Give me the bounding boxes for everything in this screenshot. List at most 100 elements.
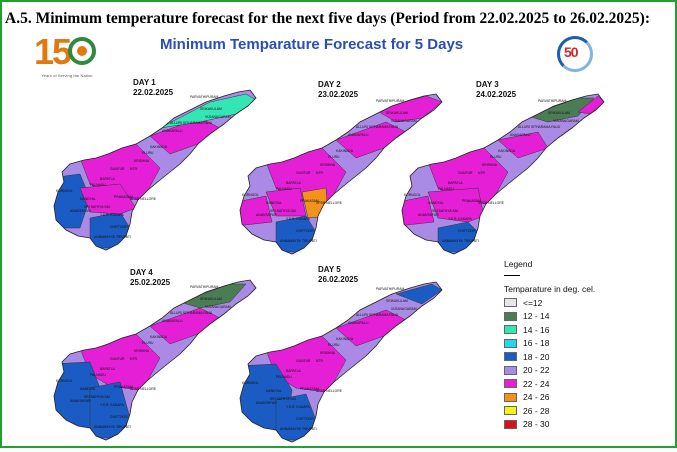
district-label: BAPATLA [286, 369, 301, 373]
district-label: Y.S.R. KADAPA [100, 213, 125, 217]
legend-label: 12 - 14 [523, 311, 550, 322]
globe-icon [68, 37, 96, 65]
legend: Legend Temparature in deg. cel. <=12 12 -… [504, 259, 624, 431]
section-heading: A.5. Minimum temperature forecast for th… [5, 10, 650, 27]
district-label: ELURU [328, 155, 340, 159]
district-label: KAKINADA [498, 149, 516, 153]
day-1-label: DAY 1 22.02.2025 [133, 78, 174, 97]
legend-item: 18 - 20 [504, 350, 624, 364]
district-label: Y.S.R. KADAPA [286, 217, 311, 221]
legend-label: 24 - 26 [523, 392, 550, 403]
district-label: GUNTUR [458, 171, 473, 175]
district-label: KRISHNA [482, 163, 498, 167]
day-4-label: DAY 4 25.02.2025 [130, 268, 171, 287]
district-label: KAKINADA [336, 149, 354, 153]
district-label: KURNOOL [404, 193, 421, 197]
district-label: Y.S.R. KADAPA [286, 405, 311, 409]
logo-150-caption: Years of Serving the Nation [41, 73, 93, 78]
district-label: KRISHNA [134, 159, 150, 163]
district-label: SRI SATHYA SAI [84, 205, 110, 209]
legend-item: <=12 [504, 296, 624, 310]
district-label: TIRUPATI [302, 427, 317, 431]
district-label: SPSR NELLORE [316, 201, 343, 205]
district-label: SPSR NELLORE [130, 197, 157, 201]
legend-swatch [504, 419, 517, 429]
district-label: KAKINADA [150, 145, 168, 149]
district-label: ALLURI SITHARAMA RAJU [170, 311, 213, 315]
district-label: SPSR NELLORE [316, 389, 343, 393]
district-label: TIRUPATI [302, 239, 317, 243]
district-label: ANANTAPUR [256, 401, 277, 405]
legend-rule [504, 275, 520, 276]
district-label: NANDYAL [80, 197, 96, 201]
district-label: ANAKAPALLI [348, 133, 369, 137]
district-label: CHITTOOR [110, 415, 128, 419]
district-label: SRI SATHYA SAI [270, 209, 296, 213]
district-label: PARVATHIPURAM [190, 285, 219, 289]
district-label: BAPATLA [286, 181, 301, 185]
district-label: PARVATHIPURAM [538, 99, 567, 103]
district-label: ANANTAPUR [70, 399, 91, 403]
district-label: PALNADU [276, 187, 292, 191]
district-label: PRAKASAM [300, 387, 319, 391]
district-label: SRI SATHYA SAI [270, 397, 296, 401]
district-label: VIZIANAGARAM [205, 305, 231, 309]
district-label: PALNADU [90, 183, 106, 187]
legend-item: 26 - 28 [504, 404, 624, 418]
district-label: KURNOOL [56, 189, 73, 193]
legend-item: 14 - 16 [504, 323, 624, 337]
legend-label: 28 - 30 [523, 419, 550, 430]
district-label: VIZIANAGARAM [391, 119, 417, 123]
district-label: NTR [316, 171, 324, 175]
legend-swatch [504, 338, 517, 348]
legend-swatch [504, 311, 517, 321]
district-label: PALNADU [276, 375, 292, 379]
day-2-label: DAY 2 23.02.2025 [318, 80, 359, 99]
district-label: PRAKASAM [462, 199, 481, 203]
district-label: ANNAMAYYA [94, 425, 116, 429]
district-label: PALNADU [90, 373, 106, 377]
map-day-4: PARVATHIPURAM SRIKAKULAM VIZIANAGARAM ALLUR… [53, 279, 257, 441]
district-label: TIRUPATI [464, 239, 479, 243]
legend-title: Legend [504, 259, 533, 269]
district-label: KURNOOL [56, 379, 73, 383]
legend-swatch [504, 298, 517, 308]
district-label: NTR [478, 171, 486, 175]
legend-item: 20 - 22 [504, 364, 624, 378]
anniversary-50-logo: 50 [557, 36, 593, 72]
district-label: VIZIANAGARAM [391, 307, 417, 311]
district-label: ALLURI SITHARAMA RAJU [356, 125, 399, 129]
district-label: ANNAMAYYA [280, 239, 302, 243]
district-label: ANANTAPUR [256, 213, 277, 217]
legend-label: 14 - 16 [523, 324, 550, 335]
district-label: BAPATLA [448, 181, 463, 185]
legend-swatch [504, 406, 517, 416]
legend-label: <=12 [523, 297, 543, 308]
district-label: GUNTUR [110, 357, 125, 361]
district-label: SRI SATHYA SAI [84, 395, 110, 399]
district-label: PRAKASAM [114, 195, 133, 199]
district-label: ELURU [142, 341, 154, 345]
district-label: SRIKAKULAM [200, 297, 222, 301]
district-label: CHITTOOR [296, 229, 314, 233]
district-label: ELURU [490, 155, 502, 159]
district-label: Y.S.R. KADAPA [100, 403, 125, 407]
legend-swatch [504, 325, 517, 335]
legend-swatch [504, 392, 517, 402]
district-label: ALLURI SITHARAMA RAJU [356, 313, 399, 317]
map-day-5: PARVATHIPURAM SRIKAKULAM VIZIANAGARAM ALLUR… [239, 281, 443, 443]
district-label: NTR [316, 359, 324, 363]
district-label: KURNOOL [242, 193, 259, 197]
district-label: KURNOOL [242, 381, 259, 385]
district-label: ANNAMAYYA [442, 239, 464, 243]
district-label: ALLURI SITHARAMA RAJU [518, 125, 561, 129]
legend-swatch [504, 365, 517, 375]
district-label: ALLURI SITHARAMA RAJU [170, 121, 213, 125]
legend-item: 24 - 26 [504, 391, 624, 405]
district-label: KAKINADA [336, 337, 354, 341]
district-label: PARVATHIPURAM [376, 99, 405, 103]
day-5-label: DAY 5 26.02.2025 [318, 265, 359, 284]
district-label: CHITTOOR [296, 417, 314, 421]
district-label: Y.S.R. KADAPA [448, 217, 473, 221]
